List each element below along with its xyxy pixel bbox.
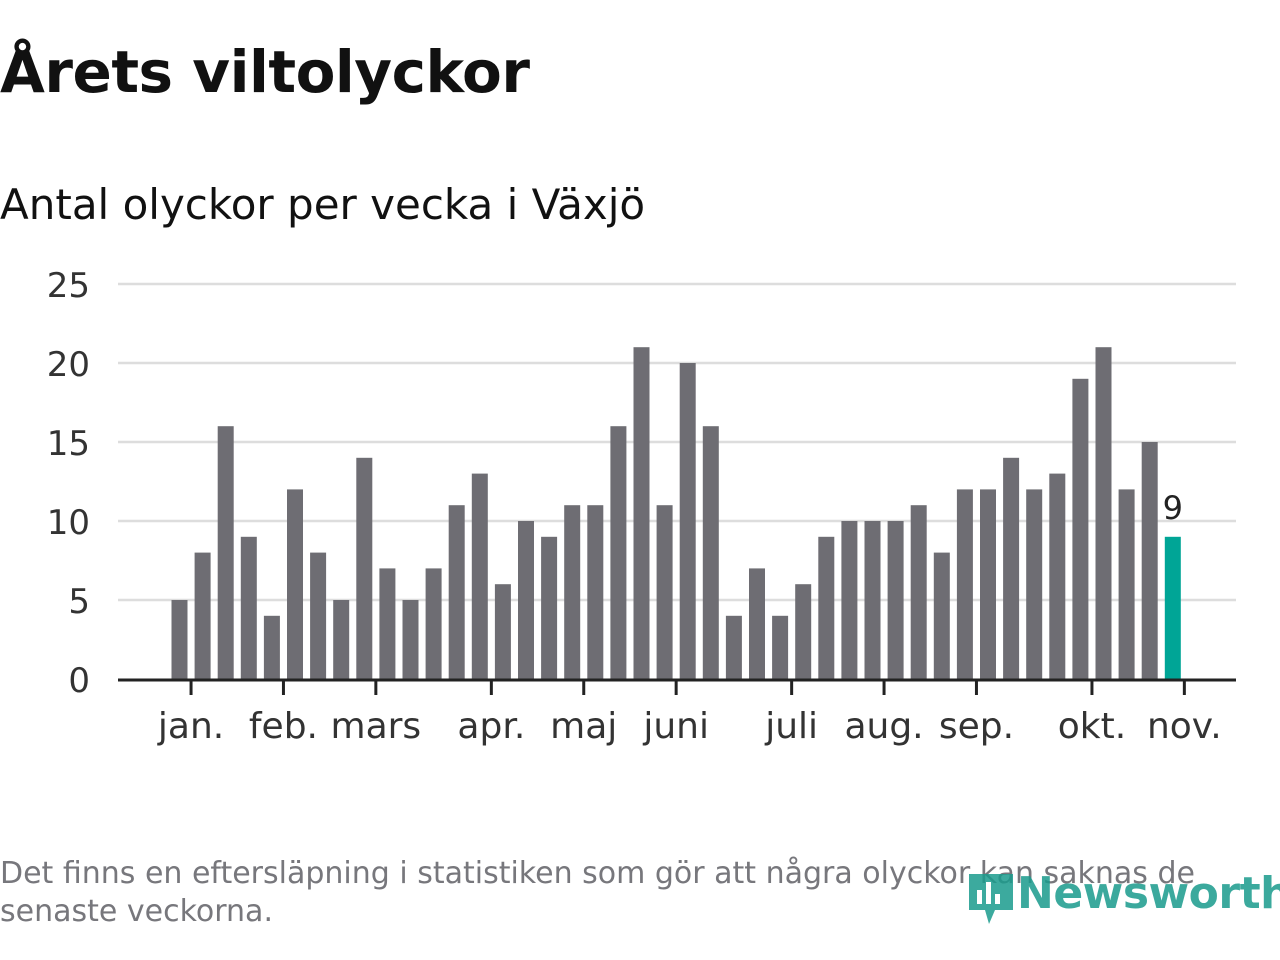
bar-week-19 [587, 505, 604, 679]
bar-week-8 [333, 600, 350, 679]
bar-week-13 [448, 505, 465, 679]
bar-week-12 [425, 568, 442, 679]
bar-week-25 [725, 615, 742, 679]
y-tick-label-5: 5 [68, 582, 90, 622]
chart-subtitle: Antal olyckor per vecka i Växjö [0, 180, 646, 229]
x-tick-label-okt: okt. [1058, 706, 1126, 747]
chart-title: Årets viltolyckor [0, 38, 530, 106]
bar-week-17 [541, 536, 558, 679]
bar-week-34 [933, 552, 950, 679]
bar-week-18 [564, 505, 581, 679]
y-tick-label-0: 0 [68, 661, 90, 701]
bar-week-15 [494, 584, 511, 679]
y-tick-label-10: 10 [47, 503, 90, 543]
newsworthy-logo-icon [969, 874, 1013, 924]
bar-week-43 [1141, 442, 1158, 679]
y-tick-label-25: 25 [47, 266, 90, 306]
bar-week-40 [1072, 378, 1089, 679]
bar-week-2 [194, 552, 211, 679]
bar-week-38 [1026, 489, 1043, 679]
newsworthy-logo: Newsworthy [965, 860, 1280, 926]
y-tick-label-15: 15 [47, 424, 90, 464]
bar-week-7 [310, 552, 327, 679]
bar-week-6 [287, 489, 303, 679]
bar-week-33 [910, 505, 927, 679]
x-tick-label-sep: sep. [939, 706, 1014, 747]
x-tick-label-nov: nov. [1147, 706, 1222, 747]
bar-week-3 [217, 426, 234, 679]
bar-week-35 [956, 489, 973, 679]
x-tick-label-maj: maj [550, 706, 617, 747]
bar-week-30 [841, 521, 858, 679]
x-tick-label-mars: mars [331, 706, 422, 747]
bar-week-16 [518, 521, 534, 679]
x-tick-label-feb: feb. [249, 706, 318, 747]
bar-week-44 [1164, 536, 1181, 679]
bar-week-1 [171, 600, 188, 679]
newsworthy-logo-text: Newsworthy [1017, 867, 1280, 919]
x-tick-label-aug: aug. [844, 706, 923, 747]
bar-week-27 [772, 615, 789, 679]
bar-week-36 [980, 489, 996, 679]
highlight-data-label: 9 [1163, 489, 1183, 527]
bar-week-32 [887, 521, 904, 679]
bar-week-37 [1003, 457, 1020, 679]
bar-week-26 [749, 568, 765, 679]
bar-week-9 [356, 457, 373, 679]
x-tick-label-juni: juni [642, 706, 709, 747]
bar-week-42 [1118, 489, 1135, 679]
bar-week-11 [402, 600, 419, 679]
bar-week-10 [379, 568, 396, 679]
footnote: Det finns en eftersläpning i statistiken… [0, 856, 1195, 929]
bar-week-29 [818, 536, 835, 679]
bar-week-22 [656, 505, 673, 679]
bar-week-14 [471, 473, 488, 679]
bar-week-4 [240, 536, 257, 679]
bar-week-31 [864, 521, 881, 679]
bar-week-39 [1049, 473, 1066, 679]
bar-week-21 [633, 347, 650, 679]
bar-week-5 [263, 615, 280, 679]
bar-week-41 [1095, 347, 1112, 679]
bar-week-24 [702, 426, 719, 679]
x-tick-label-jan: jan. [157, 706, 224, 747]
bar-week-20 [610, 426, 627, 679]
bar-week-28 [795, 584, 812, 679]
y-tick-label-20: 20 [47, 345, 90, 385]
bar-week-23 [679, 363, 696, 679]
x-tick-label-juli: juli [764, 706, 818, 747]
x-tick-label-apr: apr. [457, 706, 525, 747]
